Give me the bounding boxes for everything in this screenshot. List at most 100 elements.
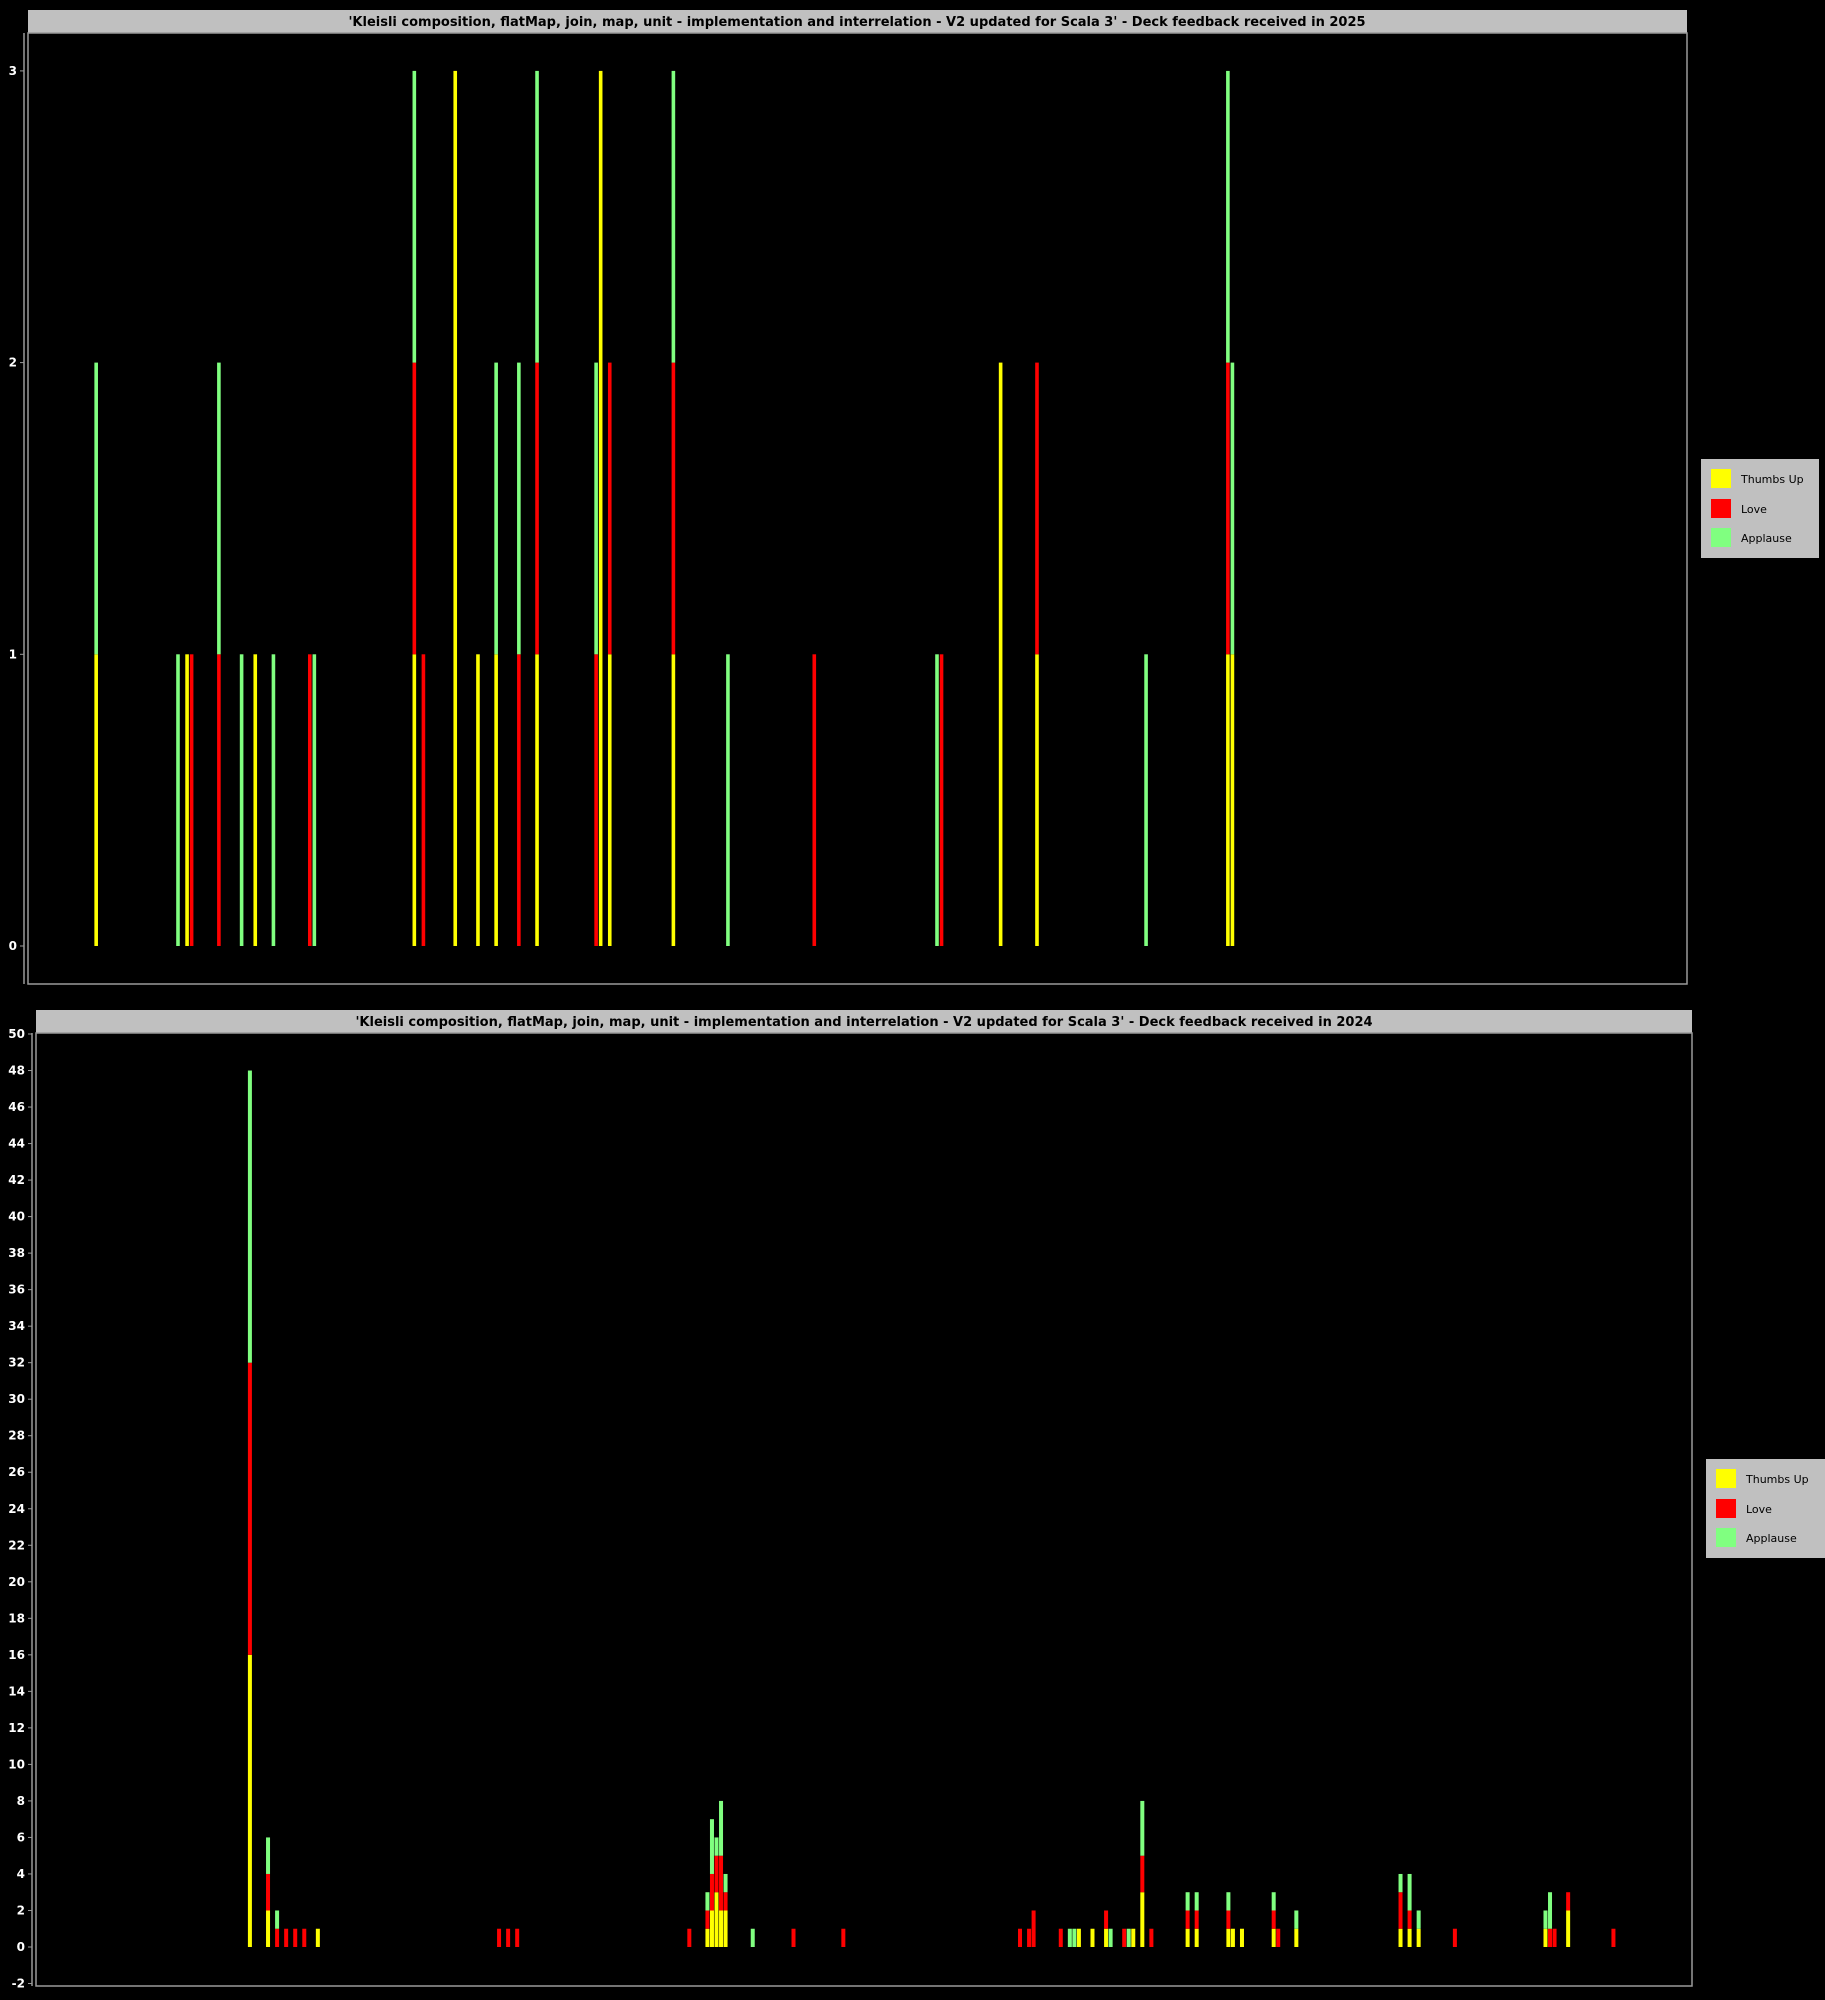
y-tick-label: 34 (8, 1319, 25, 1333)
y-tick-label: 24 (8, 1502, 25, 1516)
chart-2025: 'Kleisli composition, flatMap, join, map… (9, 10, 1819, 985)
bar-segment-thumbs-up (607, 654, 612, 946)
bar-segment-applause (1230, 362, 1235, 655)
bar-segment-love (1548, 1928, 1553, 1947)
bar-segment-thumbs-up (1131, 1928, 1136, 1947)
bars (94, 70, 1235, 947)
bar-segment-thumbs-up (185, 654, 189, 946)
y-tick-label: 0 (17, 1940, 25, 1954)
bar-segment-applause (1416, 1910, 1421, 1929)
bar-segment-applause (1271, 1892, 1276, 1911)
bar-segment-love (1058, 1928, 1063, 1947)
y-tick-label: 10 (8, 1757, 25, 1771)
bar-segment-love (1566, 1892, 1571, 1911)
legend-swatch-applause (1711, 528, 1731, 547)
bar-segment-thumbs-up (1104, 1928, 1109, 1947)
bar-segment-love (1398, 1892, 1403, 1929)
bar-segment-thumbs-up (705, 1928, 710, 1947)
bar-segment-love (293, 1928, 298, 1947)
bar-segment-love (671, 362, 676, 655)
bar-segment-applause (719, 1800, 724, 1856)
bar-segment-love (1027, 1928, 1032, 1947)
y-tick-label: 6 (17, 1830, 25, 1844)
bar-segment-love (1407, 1910, 1412, 1929)
bar-segment-applause (1072, 1928, 1077, 1947)
bar-segment-love (607, 362, 612, 655)
bar-segment-applause (1548, 1892, 1553, 1929)
bar-segment-thumbs-up (1416, 1928, 1421, 1947)
bar-segment-applause (271, 654, 276, 946)
y-tick-label: 32 (8, 1356, 25, 1370)
bar-segment-thumbs-up (1294, 1928, 1299, 1947)
bar-segment-love (275, 1928, 280, 1947)
y-axis: -202468101214161820222426283032343638404… (8, 1027, 33, 1991)
y-tick-label: 40 (8, 1210, 25, 1224)
bar-segment-thumbs-up (453, 70, 458, 946)
y-tick-label: 3 (9, 64, 17, 78)
legend-swatch-thumbs-up (1716, 1469, 1736, 1488)
bar-segment-applause (1407, 1873, 1412, 1911)
y-tick-label: 1 (9, 647, 17, 661)
bar-segment-thumbs-up (1090, 1928, 1095, 1947)
bar-segment-love (1035, 362, 1039, 655)
bar-segment-love (515, 1928, 520, 1947)
bar-segment-love (1122, 1928, 1127, 1947)
bar-segment-applause (1543, 1910, 1548, 1929)
y-tick-label: 28 (8, 1429, 25, 1443)
bar-segment-applause (176, 654, 180, 946)
bar-segment-thumbs-up (1076, 1928, 1081, 1947)
bar-segment-applause (247, 1070, 252, 1363)
title-bar (28, 10, 1687, 33)
bar-segment-thumbs-up (1566, 1910, 1571, 1947)
bar-segment-love (1226, 1910, 1231, 1929)
bar-segment-love (247, 1362, 252, 1655)
bar-segment-thumbs-up (1271, 1928, 1276, 1947)
legend-label-applause: Applause (1741, 532, 1792, 545)
bar-segment-applause (1144, 654, 1148, 946)
bar-segment-love (1276, 1928, 1281, 1947)
bar-segment-applause (1398, 1873, 1403, 1893)
bar-segment-applause (535, 70, 539, 363)
bar-segment-thumbs-up (266, 1910, 271, 1947)
bar-segment-thumbs-up (94, 654, 98, 946)
bar-segment-thumbs-up (1407, 1928, 1412, 1947)
bar-segment-thumbs-up (671, 654, 676, 946)
bar-segment-love (687, 1928, 692, 1947)
y-tick-label: 4 (17, 1867, 25, 1881)
bar-segment-love (841, 1928, 846, 1947)
bar-segment-love (412, 362, 417, 655)
bar-segment-thumbs-up (1230, 1928, 1235, 1947)
bar-segment-applause (935, 654, 939, 946)
bar-segment-applause (1126, 1928, 1131, 1947)
bar-segment-applause (266, 1837, 271, 1874)
legend-label-love: Love (1746, 1503, 1772, 1516)
bar-segment-thumbs-up (1398, 1928, 1403, 1947)
bar-segment-applause (275, 1910, 280, 1929)
bar-segment-love (714, 1855, 719, 1893)
bar-segment-love (284, 1928, 289, 1947)
bar-segment-love (1452, 1928, 1457, 1947)
bar-segment-thumbs-up (1035, 654, 1039, 946)
bar-segment-applause (723, 1873, 728, 1893)
legend-swatch-love (1716, 1499, 1736, 1518)
bar-segment-love (1031, 1910, 1036, 1947)
bar-segment-applause (94, 362, 98, 655)
bar-segment-love (506, 1928, 511, 1947)
bar-segment-thumbs-up (1140, 1892, 1145, 1947)
bar-segment-love (307, 654, 312, 946)
bar-segment-love (705, 1910, 710, 1929)
bar-segment-applause (312, 654, 317, 946)
y-tick-label: 2 (9, 356, 17, 370)
bars (247, 1070, 1616, 1947)
y-tick-label: 22 (8, 1538, 25, 1552)
bar-segment-applause (239, 654, 244, 946)
chart-title: 'Kleisli composition, flatMap, join, map… (355, 1015, 1372, 1030)
bar-segment-applause (705, 1892, 710, 1911)
y-tick-label: 20 (8, 1575, 25, 1589)
y-tick-label: 30 (8, 1392, 25, 1406)
bar-segment-love (217, 654, 221, 946)
bar-segment-thumbs-up (1239, 1928, 1244, 1947)
bar-segment-applause (1067, 1928, 1072, 1947)
bar-segment-love (266, 1873, 271, 1911)
